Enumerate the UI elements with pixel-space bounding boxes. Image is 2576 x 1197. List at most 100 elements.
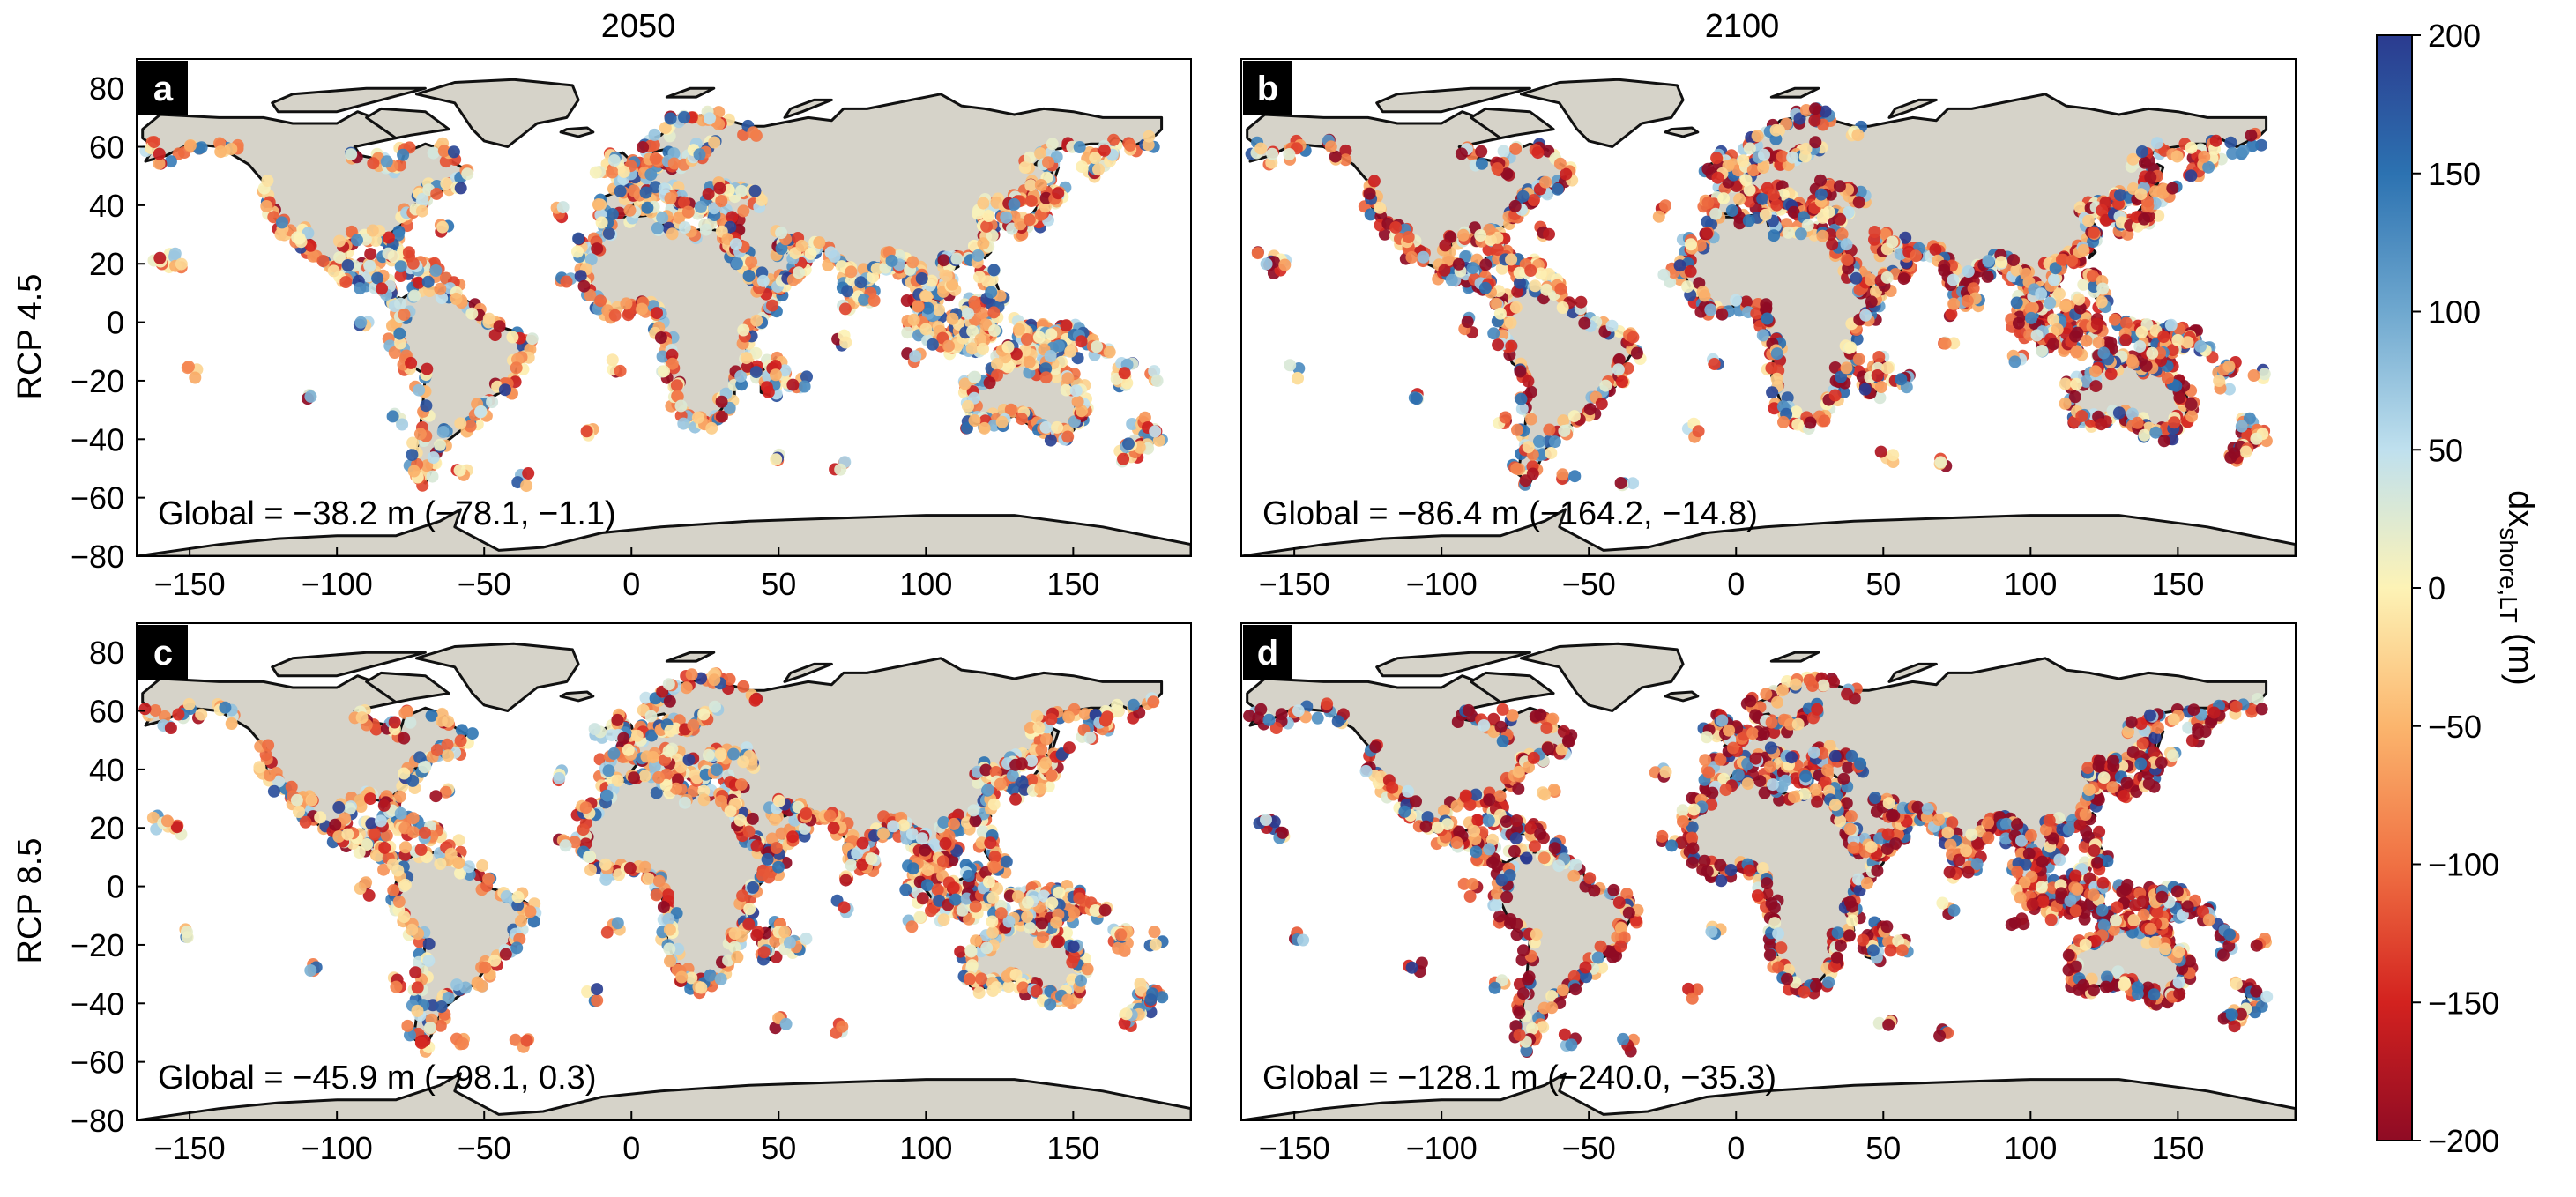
shoreline-point xyxy=(919,323,933,336)
shoreline-point xyxy=(426,470,439,483)
shoreline-point xyxy=(2024,302,2037,316)
shoreline-point xyxy=(434,282,447,295)
shoreline-point xyxy=(1493,307,1507,320)
shoreline-point xyxy=(965,342,979,355)
shoreline-point xyxy=(2144,171,2157,184)
shoreline-point xyxy=(1329,150,1342,163)
shoreline-point xyxy=(786,378,800,391)
shoreline-point xyxy=(1042,156,1054,169)
shoreline-point xyxy=(1001,340,1015,353)
shoreline-point xyxy=(367,157,380,170)
x-tick-label: 50 xyxy=(761,566,796,602)
shoreline-point xyxy=(942,339,955,353)
shoreline-point xyxy=(398,732,411,745)
shoreline-point xyxy=(671,390,684,403)
shoreline-point xyxy=(1260,257,1273,271)
shoreline-point xyxy=(1524,413,1537,426)
shoreline-point xyxy=(1339,153,1352,167)
shoreline-point xyxy=(656,212,669,225)
shoreline-point xyxy=(1339,144,1352,157)
x-tick-label: 150 xyxy=(2151,566,2204,602)
shoreline-point xyxy=(510,361,523,375)
shoreline-point xyxy=(2047,313,2060,326)
shoreline-point xyxy=(972,986,986,1000)
shoreline-point xyxy=(1709,207,1723,220)
shoreline-point xyxy=(406,436,420,450)
shoreline-point xyxy=(1018,161,1031,174)
shoreline-point xyxy=(2149,426,2163,439)
shoreline-point xyxy=(506,331,519,344)
shoreline-point xyxy=(2237,145,2250,158)
shoreline-point xyxy=(2086,270,2099,282)
shoreline-point xyxy=(915,272,928,285)
shoreline-point xyxy=(1685,238,1697,251)
shoreline-point xyxy=(845,275,858,287)
shoreline-point xyxy=(1777,415,1790,428)
shoreline-point xyxy=(2133,340,2147,353)
shoreline-point xyxy=(1475,145,1488,158)
y-tick-label: 60 xyxy=(89,130,124,166)
land-svalbard xyxy=(665,651,716,663)
panel-letter-box xyxy=(1243,61,1292,115)
map-content-c xyxy=(137,623,1191,1120)
shoreline-point xyxy=(272,775,285,788)
shoreline-point xyxy=(406,256,420,270)
shoreline-point xyxy=(813,236,826,249)
shoreline-point xyxy=(620,297,633,310)
shoreline-point xyxy=(412,276,425,289)
shoreline-point xyxy=(456,724,468,737)
shoreline-point xyxy=(1220,353,1232,365)
shoreline-point xyxy=(461,167,474,181)
shoreline-point xyxy=(453,464,466,477)
shoreline-point xyxy=(672,942,685,955)
shoreline-point xyxy=(1910,249,1923,263)
shoreline-point xyxy=(482,312,495,325)
shoreline-point xyxy=(1701,227,1714,241)
shoreline-point xyxy=(2077,243,2090,256)
shoreline-point xyxy=(214,145,227,159)
shoreline-point xyxy=(2138,428,2151,442)
shoreline-point xyxy=(1004,403,1017,416)
y-tick-label: −20 xyxy=(71,363,124,399)
shoreline-point xyxy=(560,275,573,288)
shoreline-point xyxy=(427,146,440,160)
shoreline-point xyxy=(713,182,726,195)
shoreline-point xyxy=(2073,201,2087,214)
shoreline-point xyxy=(195,708,208,721)
shoreline-point xyxy=(437,145,450,158)
shoreline-point xyxy=(1513,266,1526,279)
shoreline-point xyxy=(1887,449,1900,462)
shoreline-point xyxy=(991,358,1003,370)
shoreline-point xyxy=(402,246,415,259)
shoreline-point xyxy=(1982,255,1995,268)
shoreline-point xyxy=(765,832,778,845)
x-tick-label: 0 xyxy=(622,566,640,602)
shoreline-point xyxy=(1514,365,1527,378)
shoreline-point xyxy=(2075,410,2088,422)
shoreline-point xyxy=(592,198,605,211)
shoreline-point xyxy=(1746,164,1760,177)
shoreline-point xyxy=(654,331,667,344)
shoreline-point xyxy=(464,420,477,433)
shoreline-point xyxy=(260,200,273,212)
shoreline-point xyxy=(1575,295,1588,309)
shoreline-point xyxy=(2092,336,2105,349)
shoreline-point xyxy=(968,414,981,427)
shoreline-point xyxy=(1505,253,1518,266)
shoreline-point xyxy=(1148,365,1161,378)
shoreline-point xyxy=(770,453,783,466)
shoreline-point xyxy=(2235,420,2248,433)
shoreline-point xyxy=(422,937,436,950)
shoreline-point xyxy=(705,421,718,435)
shoreline-point xyxy=(1801,219,1814,232)
shoreline-point xyxy=(2025,311,2037,324)
shoreline-point xyxy=(775,227,788,240)
shoreline-point xyxy=(327,264,340,278)
shoreline-point xyxy=(2247,369,2260,382)
shoreline-point xyxy=(1725,204,1738,217)
shoreline-point xyxy=(666,227,679,241)
shoreline-point xyxy=(153,147,166,160)
shoreline-point xyxy=(2051,323,2064,336)
shoreline-point xyxy=(1071,395,1084,408)
shoreline-point xyxy=(225,143,238,155)
